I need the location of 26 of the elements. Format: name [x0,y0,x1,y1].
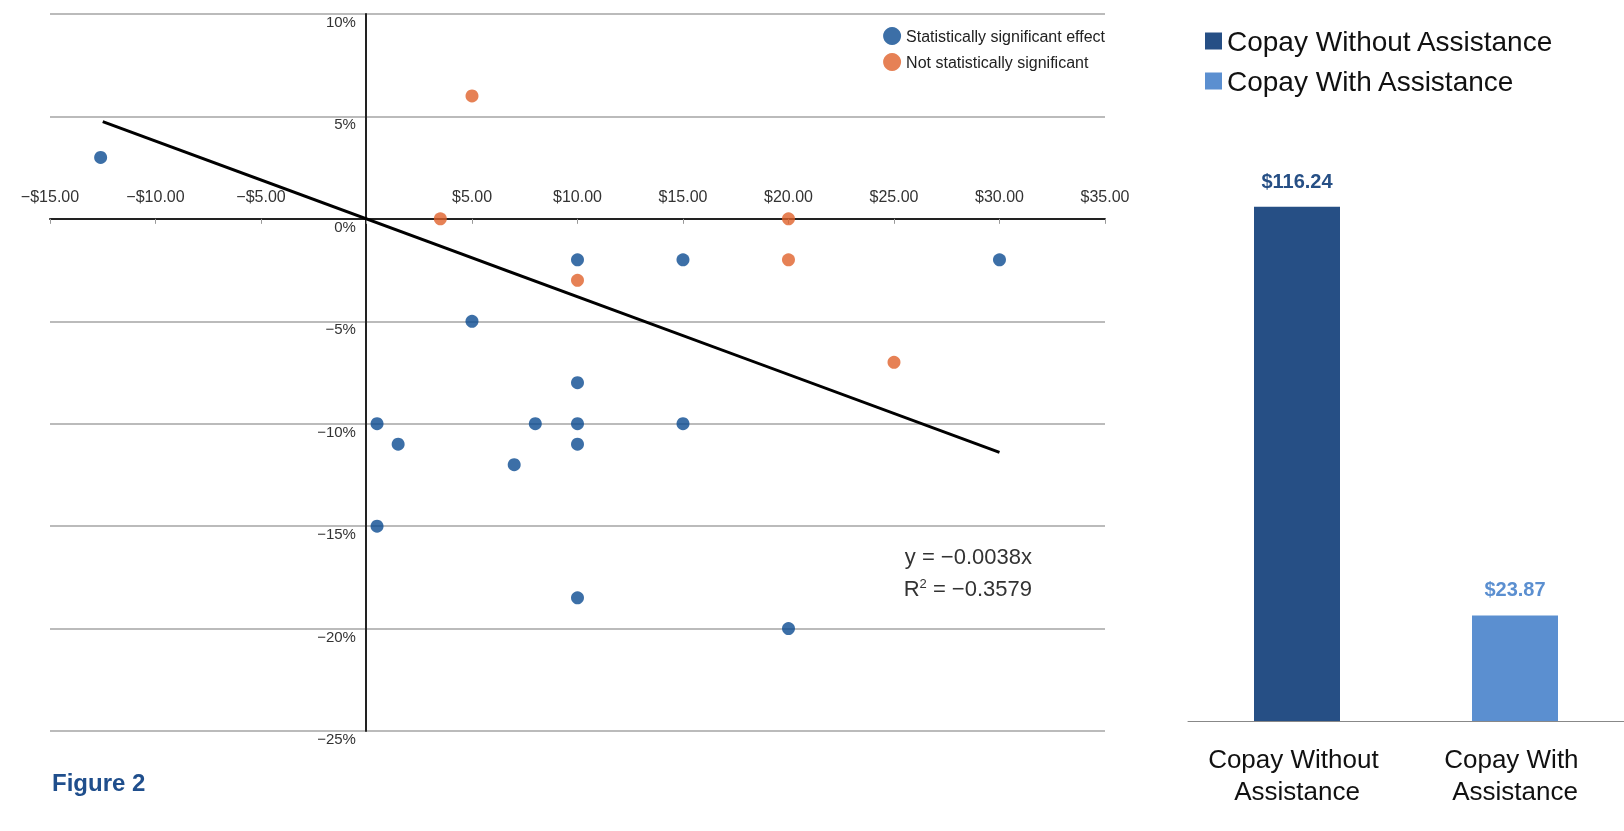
y-tick-label: −10% [317,422,356,440]
legend-label: Not statistically significant [906,53,1089,71]
y-tick-label: −20% [317,627,356,645]
legend-label: Copay With Assistance [1227,65,1514,97]
y-tick-label: −15% [317,525,356,543]
x-tick-label: $5.00 [451,188,493,206]
y-tick-label: −25% [317,730,356,747]
data-label: $23.87 [1484,578,1546,601]
x-tick-label: −$10.00 [126,188,185,206]
annotation: y = −0.0038x [904,543,1033,569]
legend-label: Copay Without Assistance [1227,25,1553,57]
x-tick-label: −$5.00 [236,188,286,206]
x-tick-label: $25.00 [869,188,919,206]
y-tick-label: 10% [325,13,356,30]
x-tick-label: $20.00 [764,188,814,206]
caption: Figure 2 [52,768,146,796]
y-tick-label: −5% [325,320,356,338]
y-tick-label: 0% [334,217,356,235]
x-tick-label: $15.00 [658,188,708,206]
data-label: $116.24 [1261,169,1334,192]
legend-label: Statistically significant effect [906,27,1106,45]
x-tick-label: $10.00 [553,188,603,206]
x-tick-label: $30.00 [975,188,1025,206]
y-tick-label: 5% [334,115,356,133]
x-tick-label: −$15.00 [20,188,80,206]
x-tick-label: $35.00 [1080,188,1130,206]
